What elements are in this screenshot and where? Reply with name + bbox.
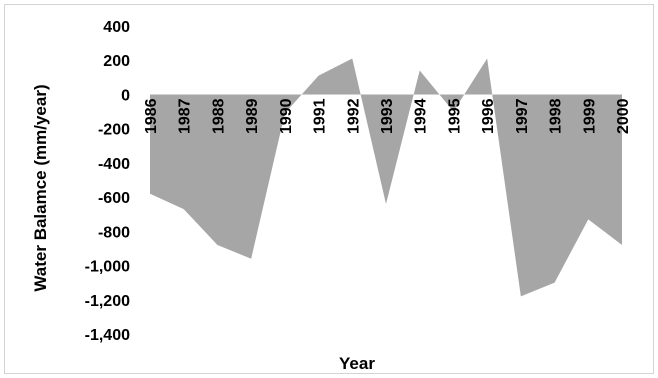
x-tick-label: 1993 — [379, 98, 396, 134]
y-tick-label: 400 — [103, 19, 130, 36]
y-axis-ticks: 400 200 0 -200 -400 -600 -800 -1,000 -1,200 -1,40… — [85, 19, 130, 344]
x-tick-label: 1999 — [581, 98, 598, 134]
y-tick-label: -1,000 — [85, 259, 130, 276]
x-tick-label: 1992 — [345, 98, 362, 134]
x-tick-label: 1998 — [548, 98, 565, 134]
x-tick-label: 1994 — [413, 98, 430, 134]
y-tick-label: -400 — [98, 156, 130, 173]
x-tick-label: 1995 — [446, 98, 463, 134]
y-tick-label: -1,400 — [85, 327, 130, 344]
y-tick-label: -200 — [98, 122, 130, 139]
x-tick-label: 1987 — [177, 98, 194, 134]
area-series-layer — [150, 58, 622, 297]
x-tick-label: 1988 — [210, 98, 227, 134]
y-tick-label: 200 — [103, 53, 130, 70]
x-tick-label: 1990 — [278, 98, 295, 134]
x-tick-label: 1996 — [480, 98, 497, 134]
x-tick-label: 1989 — [244, 98, 261, 134]
y-tick-label: -1,200 — [85, 293, 130, 310]
area-series-fill — [150, 58, 622, 297]
y-tick-label: -800 — [98, 224, 130, 241]
x-tick-label: 1991 — [312, 98, 329, 134]
x-axis-title: Year — [339, 354, 375, 373]
y-axis-title: Water Balamce (mm/year) — [31, 84, 50, 291]
y-tick-label: 0 — [121, 87, 130, 104]
x-axis-ticks: 1986 1987 1988 1989 1990 1991 1992 1993 1994 1995… — [143, 98, 632, 134]
x-tick-label: 1986 — [143, 98, 160, 134]
x-tick-label: 2000 — [615, 98, 632, 134]
x-tick-label: 1997 — [514, 98, 531, 134]
y-tick-label: -600 — [98, 190, 130, 207]
